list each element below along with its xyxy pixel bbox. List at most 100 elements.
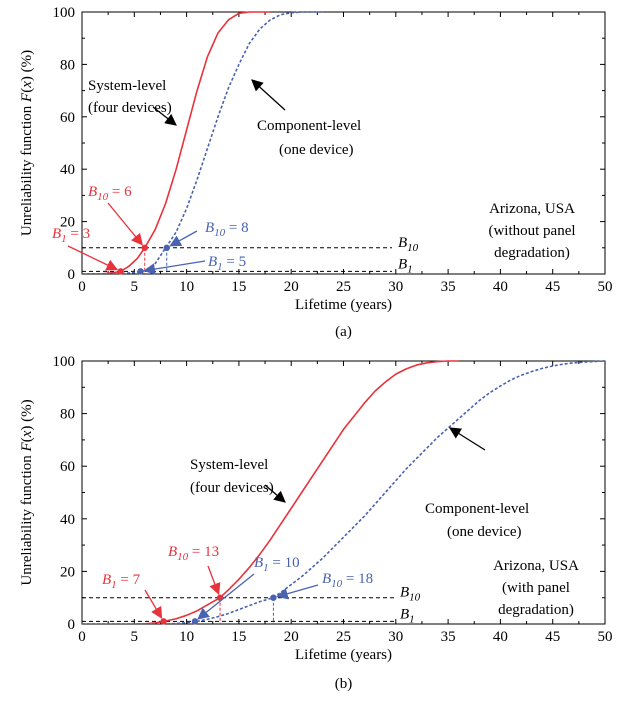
y-tick-label: 40 (60, 512, 75, 528)
panel-caption: (b) (335, 676, 353, 692)
reference-label-sub: 10 (407, 242, 419, 254)
component-level-annotation-line: (one device) (447, 524, 522, 540)
component-level-curve (82, 360, 605, 624)
reference-label-main: B (400, 606, 409, 622)
marker-point (191, 618, 199, 625)
x-tick-label: 15 (231, 279, 246, 295)
marker-label-main: B (254, 555, 263, 571)
marker-label: B1 = 10 (254, 555, 300, 574)
marker-label-main: B (322, 571, 331, 587)
marker-label-sub: 10 (331, 578, 343, 590)
marker-label-value: = 6 (108, 184, 132, 200)
component-level-annotation-line: Component-level (425, 501, 529, 517)
reference-label-b1: B1 (400, 606, 415, 625)
y-axis-label-part: x (19, 430, 35, 438)
x-tick-label: 5 (131, 279, 139, 295)
system-level-annotation-line: System-level (88, 78, 166, 94)
marker-label-sub: 1 (111, 579, 117, 591)
y-tick-label: 100 (53, 5, 76, 21)
y-axis-label: Unreliability function F(x) (%) (19, 399, 35, 585)
marker-label-sub: 10 (214, 227, 226, 239)
marker-arrow (143, 260, 206, 275)
marker-label-sub: 10 (97, 191, 109, 203)
x-tick-label: 50 (598, 279, 613, 295)
component-level-arrow (251, 79, 286, 111)
y-tick-label: 100 (53, 354, 76, 370)
x-tick-label: 45 (545, 629, 560, 645)
marker-label: B10 = 8 (205, 220, 249, 239)
x-tick-label: 20 (284, 629, 299, 645)
y-axis-label-part: F (19, 441, 35, 452)
marker-label-main: B (52, 226, 61, 242)
marker-arrow (276, 584, 319, 600)
x-tick-label: 35 (441, 629, 456, 645)
chart-panel-a: 0 5 10 15 20 25 30 35 40 45 50 0 20 40 60 80 100 Lifetime… (19, 5, 613, 340)
component-level-annotation-line: Component-level (257, 118, 361, 134)
location-annotation: Arizona, USA (without panel degradation) (488, 201, 575, 261)
system-level-arrow (264, 484, 286, 503)
marker-label-value: = 5 (223, 254, 246, 270)
marker-arrow (67, 245, 119, 271)
y-tick-label: 0 (68, 267, 76, 283)
component-level-annotation-line: (one device) (279, 142, 354, 158)
y-axis-label-part: ) (%) (19, 399, 35, 430)
marker-label: B10 = 6 (88, 184, 132, 203)
x-tick-label: 50 (598, 629, 613, 645)
system-level-annotation-line: System-level (190, 457, 268, 473)
x-tick-label: 40 (493, 629, 508, 645)
y-tick-label: 40 (60, 162, 75, 178)
y-axis-label: Unreliability function F(x) (%) (19, 50, 35, 236)
marker-label-main: B (205, 220, 214, 236)
system-level-annotation: System-level (four devices) (190, 457, 274, 496)
marker-label: B1 = 5 (208, 254, 246, 273)
x-tick-label: 10 (179, 279, 194, 295)
marker-label-sub: 10 (177, 551, 189, 563)
y-tick-label: 80 (60, 407, 75, 423)
component-level-arrow (449, 427, 486, 451)
x-tick-label: 25 (336, 279, 351, 295)
y-axis-label-part: ) (%) (19, 50, 35, 81)
y-axis-label-part: x (19, 81, 35, 89)
reference-label-sub: 1 (409, 613, 415, 625)
marker-point (160, 618, 167, 625)
marker-label-sub: 1 (217, 261, 223, 273)
marker-point (141, 244, 148, 251)
chart-panel-b: 0 5 10 15 20 25 30 35 40 45 50 0 20 40 60 80 100 Lifetime… (19, 354, 613, 692)
component-level-annotation: Component-level (one device) (257, 118, 361, 158)
y-axis-label-part: ( (19, 88, 35, 93)
x-tick-label: 5 (131, 629, 139, 645)
reference-label-main: B (398, 256, 407, 272)
marker-label-value: = 10 (269, 555, 300, 571)
marker-label: B10 = 18 (322, 571, 373, 590)
marker-point (163, 244, 170, 251)
system-level-annotation: System-level (four devices) (88, 78, 172, 116)
reference-label-b1: B1 (398, 256, 413, 275)
y-axis-label-part: ( (19, 437, 35, 442)
x-tick-label: 0 (78, 629, 86, 645)
y-tick-label: 20 (60, 564, 75, 580)
x-tick-label: 0 (78, 279, 86, 295)
marker-label-sub: 1 (263, 562, 269, 574)
y-tick-label: 60 (60, 110, 75, 126)
marker-label-main: B (88, 184, 97, 200)
y-axis-label-part: Unreliability function (19, 102, 35, 236)
x-axis-label: Lifetime (years) (295, 297, 392, 313)
x-tick-label: 10 (179, 629, 194, 645)
reference-label-b10: B10 (400, 585, 421, 604)
x-axis-label: Lifetime (years) (295, 647, 392, 663)
x-tick-label: 40 (493, 279, 508, 295)
marker-label-value: = 13 (188, 544, 219, 560)
reference-label-sub: 10 (409, 592, 421, 604)
y-tick-label: 60 (60, 459, 75, 475)
system-level-curve (82, 360, 459, 624)
x-tick-label: 35 (441, 279, 456, 295)
location-annotation-line: Arizona, USA (493, 558, 579, 574)
x-tick-label: 15 (231, 629, 246, 645)
marker-label-main: B (208, 254, 217, 270)
marker-label-value: = 8 (225, 220, 248, 236)
marker-label-main: B (102, 572, 111, 588)
y-tick-label: 0 (68, 617, 76, 633)
x-tick-label: 30 (388, 629, 403, 645)
marker-label-value: = 7 (117, 572, 141, 588)
marker-arrow (169, 230, 198, 247)
